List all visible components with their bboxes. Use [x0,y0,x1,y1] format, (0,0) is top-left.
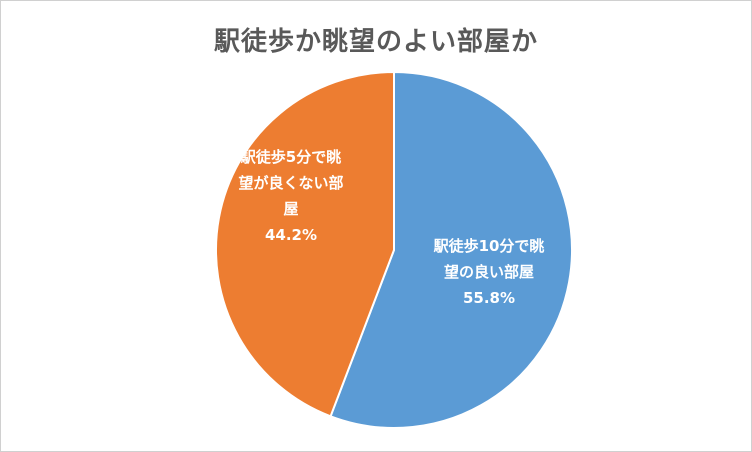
pie-slice-1 [215,70,395,418]
slice-label-line: 駅徒歩10分で眺 [433,237,545,255]
slice-label-line: 望が良くない部 [238,174,343,192]
slice-label-line: 屋 [283,200,298,218]
slice-data-label-1: 駅徒歩5分で眺望が良くない部屋 44.2% [238,148,343,244]
slice-label-line: 望の良い部屋 [444,263,534,281]
slice-data-label-0: 駅徒歩10分で眺望の良い部屋 55.8% [433,237,545,307]
slice-label-line: 駅徒歩5分で眺 [240,148,341,166]
pie-slice-0 [329,70,573,429]
slice-label-line: 55.8% [463,289,515,307]
chart-title: 駅徒歩か眺望のよい部屋か [213,27,538,57]
slice-label-line: 44.2% [265,226,317,244]
